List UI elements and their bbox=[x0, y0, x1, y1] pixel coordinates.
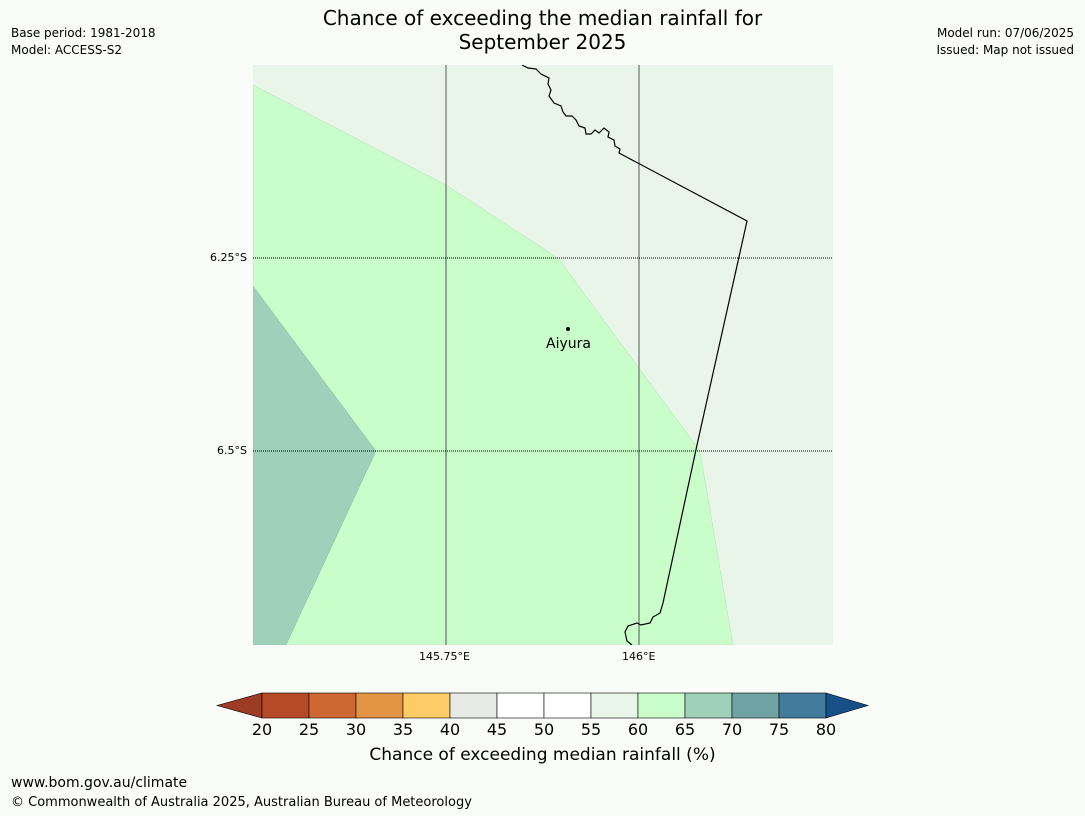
colorbar-swatch bbox=[449, 692, 498, 719]
colorbar-swatch bbox=[543, 692, 592, 719]
lat-label-6-5: 6.5°S bbox=[217, 444, 247, 457]
colorbar-tick-label: 35 bbox=[392, 720, 414, 739]
province-border bbox=[521, 65, 748, 645]
colorbar-swatch bbox=[496, 692, 545, 719]
issued-status: Issued: Map not issued bbox=[936, 43, 1074, 57]
band-65-70-region bbox=[253, 285, 377, 645]
footer-copyright: © Commonwealth of Australia 2025, Austra… bbox=[11, 795, 472, 810]
colorbar-swatch bbox=[590, 692, 639, 719]
colorbar-tick-label: 75 bbox=[768, 720, 790, 739]
lat-label-6-25: 6.25°S bbox=[210, 251, 247, 264]
lon-label-145-75: 145.75°E bbox=[419, 650, 470, 663]
colorbar-tick-label: 40 bbox=[439, 720, 461, 739]
colorbar-tick-label: 70 bbox=[721, 720, 743, 739]
colorbar-swatch bbox=[355, 692, 404, 719]
colorbar-tick-label: 80 bbox=[815, 720, 837, 739]
colorbar-swatch bbox=[731, 692, 780, 719]
colorbar-swatch bbox=[261, 692, 310, 719]
model-name: Model: ACCESS-S2 bbox=[11, 43, 123, 57]
footer-url: www.bom.gov.au/climate bbox=[11, 775, 188, 791]
colorbar-tick-label: 30 bbox=[345, 720, 367, 739]
colorbar-title: Chance of exceeding median rainfall (%) bbox=[369, 745, 716, 765]
colorbar-over-arrow bbox=[825, 692, 870, 719]
colorbar-tick-label: 65 bbox=[674, 720, 696, 739]
colorbar-swatch bbox=[637, 692, 686, 719]
map-title: Chance of exceeding the median rainfall … bbox=[0, 6, 1085, 54]
colorbar-swatch bbox=[402, 692, 451, 719]
colorbar-tick-label: 50 bbox=[533, 720, 555, 739]
colorbar-swatch bbox=[778, 692, 827, 719]
meta-right: Model run: 07/06/2025 Issued: Map not is… bbox=[936, 25, 1074, 59]
colorbar-tick-label: 55 bbox=[580, 720, 602, 739]
model-run: Model run: 07/06/2025 bbox=[936, 26, 1074, 40]
colorbar-tick-label: 45 bbox=[486, 720, 508, 739]
colorbar-tick-label: 60 bbox=[627, 720, 649, 739]
aiyura-marker bbox=[566, 327, 570, 331]
colorbar-under-arrow bbox=[215, 692, 263, 719]
meta-left: Base period: 1981-2018 Model: ACCESS-S2 bbox=[11, 25, 156, 59]
title-line-1: Chance of exceeding the median rainfall … bbox=[322, 6, 763, 30]
title-line-2: September 2025 bbox=[458, 30, 627, 54]
lon-label-146: 146°E bbox=[622, 650, 656, 663]
colorbar-tick-label: 20 bbox=[251, 720, 273, 739]
colorbar-swatch bbox=[308, 692, 357, 719]
base-period: Base period: 1981-2018 bbox=[11, 26, 156, 40]
place-label-aiyura: Aiyura bbox=[546, 336, 591, 352]
colorbar-swatch bbox=[684, 692, 733, 719]
colorbar-tick-label: 25 bbox=[298, 720, 320, 739]
